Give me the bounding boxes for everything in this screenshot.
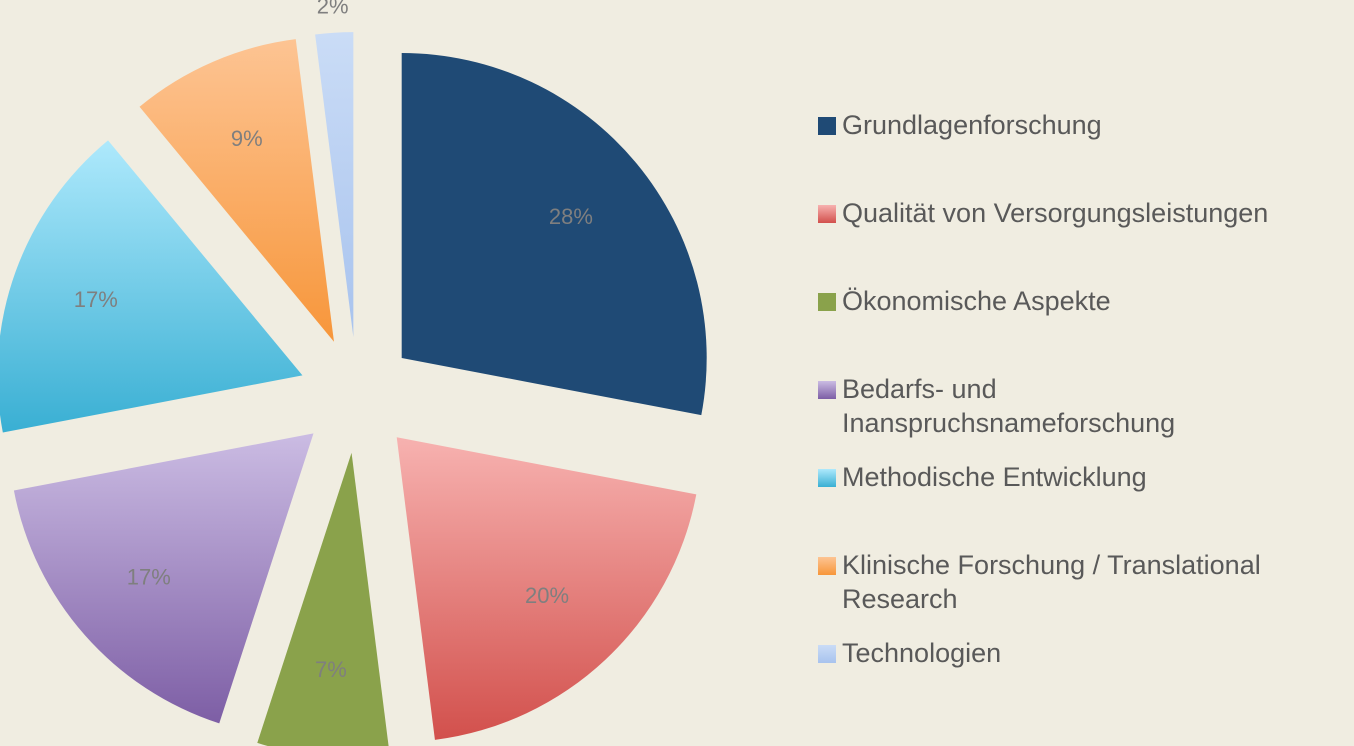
legend-label: Klinische Forschung / Translational Rese… — [842, 550, 1261, 614]
legend-label: Qualität von Versorgungsleistungen — [842, 198, 1269, 228]
legend-label: Methodische Entwicklung — [842, 462, 1147, 492]
legend-item: Methodische Entwicklung — [818, 460, 1338, 548]
pie-slice — [13, 433, 314, 724]
pie-slice — [139, 39, 334, 342]
legend-swatch — [818, 557, 836, 575]
legend-swatch — [818, 469, 836, 487]
data-label: 2% — [317, 0, 349, 19]
legend-item: Klinische Forschung / Translational Rese… — [818, 548, 1338, 636]
pie-slice — [315, 32, 354, 338]
data-label: 9% — [231, 126, 263, 151]
legend-swatch — [818, 645, 836, 663]
data-label: 17% — [127, 564, 171, 589]
legend-item: Technologien — [818, 636, 1338, 724]
pie-slice — [0, 140, 303, 433]
legend-swatch — [818, 293, 836, 311]
pie-slice — [401, 53, 707, 416]
legend-swatch — [818, 381, 836, 399]
data-label: 28% — [549, 204, 593, 229]
data-label: 7% — [315, 657, 347, 682]
data-label: 20% — [525, 583, 569, 608]
legend-swatch — [818, 117, 836, 135]
legend-swatch — [818, 205, 836, 223]
pie-slice — [396, 437, 697, 740]
legend-label: Ökonomische Aspekte — [842, 286, 1111, 316]
data-label: 17% — [74, 287, 118, 312]
pie-slice — [257, 452, 389, 746]
legend-label: Bedarfs- und Inanspruchsnameforschung — [842, 374, 1176, 438]
legend-item: Bedarfs- und Inanspruchsnameforschung — [818, 372, 1338, 460]
legend-label: Grundlagenforschung — [842, 110, 1102, 140]
legend: Grundlagenforschung Qualität von Versorgu… — [818, 108, 1338, 724]
pie-area: 28% 20% 7% 17% 17% 9% 2% — [0, 0, 707, 746]
legend-item: Qualität von Versorgungsleistungen — [818, 196, 1338, 284]
legend-item: Grundlagenforschung — [818, 108, 1338, 196]
legend-item: Ökonomische Aspekte — [818, 284, 1338, 372]
legend-label: Technologien — [842, 638, 1002, 668]
